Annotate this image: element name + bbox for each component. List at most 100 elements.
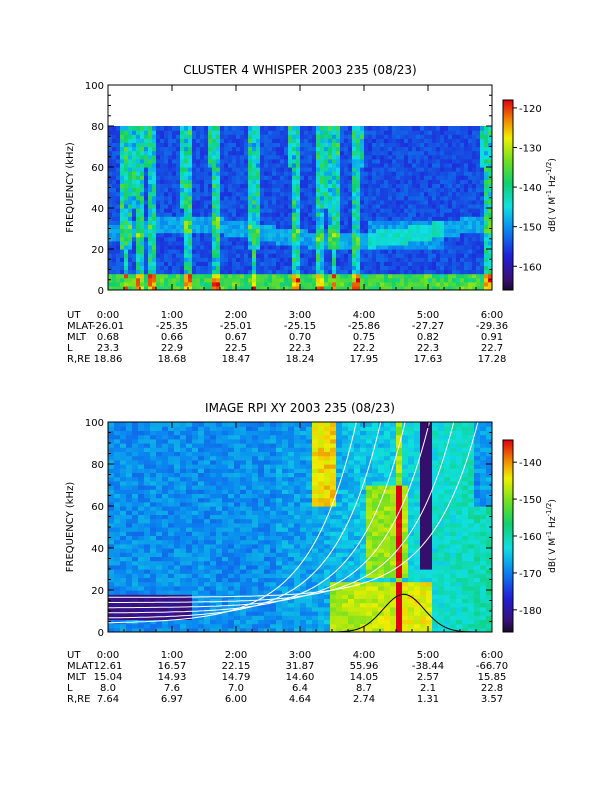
- ephemeris-value: 6.97: [161, 694, 183, 705]
- colorbar-label: dB( V M-1 Hz-1/2): [545, 499, 558, 573]
- ephemeris-value: 18.24: [286, 354, 315, 365]
- ephemeris-value: 22.3: [417, 343, 439, 354]
- y-tick-label: 0: [98, 286, 104, 297]
- chart-title: IMAGE RPI XY 2003 235 (08/23): [205, 401, 395, 415]
- colorbar-tick-label: -150: [519, 495, 542, 506]
- y-tick-label: 60: [91, 502, 104, 513]
- y-axis-label: FREQUENCY (kHz): [65, 482, 76, 573]
- colorbar-tick-label: -130: [519, 144, 542, 155]
- ephemeris-value: 14.05: [350, 672, 379, 683]
- y-tick-label: 40: [91, 544, 104, 555]
- ephemeris-value: 6:00: [481, 650, 503, 661]
- ephemeris-value: 14.93: [158, 672, 187, 683]
- ephemeris-value: 7.64: [97, 694, 119, 705]
- ephemeris-value: -38.44: [412, 661, 444, 672]
- colorbar-tick-label: -140: [519, 183, 542, 194]
- ephemeris-value: 4:00: [353, 310, 375, 321]
- ephemeris-value: 1.31: [417, 694, 439, 705]
- y-tick-label: 80: [91, 460, 104, 471]
- model-curve: [108, 422, 382, 619]
- y-tick-label: 60: [91, 163, 104, 174]
- ephemeris-label: L: [67, 683, 73, 694]
- ephemeris-value: 6.4: [292, 683, 308, 694]
- ephemeris-value: 18.68: [158, 354, 187, 365]
- y-tick-label: 20: [91, 245, 104, 256]
- ephemeris-value: 17.28: [478, 354, 507, 365]
- chart-title: CLUSTER 4 WHISPER 2003 235 (08/23): [183, 63, 416, 77]
- model-curve: [108, 422, 479, 598]
- ephemeris-value: -25.86: [348, 321, 380, 332]
- colorbar-tick-label: -180: [519, 606, 542, 617]
- ephemeris-value: 0.67: [225, 332, 247, 343]
- ephemeris-value: 2.74: [353, 694, 375, 705]
- colorbar-tick-label: -160: [519, 532, 542, 543]
- y-tick-label: 40: [91, 204, 104, 215]
- ephemeris-value: 1:00: [161, 310, 183, 321]
- ephemeris-value: 0:00: [97, 650, 119, 661]
- ephemeris-label: UT: [67, 310, 81, 321]
- ephemeris-label: MLAT: [67, 661, 94, 672]
- ephemeris-value: 6:00: [481, 310, 503, 321]
- ephemeris-label: MLT: [67, 672, 87, 683]
- ephemeris-value: 3:00: [289, 310, 311, 321]
- colorbar-tick-label: -170: [519, 569, 542, 580]
- y-tick-label: 100: [85, 418, 104, 429]
- ephemeris-value: -25.01: [220, 321, 252, 332]
- ephemeris-value: -26.01: [92, 321, 124, 332]
- ephemeris-value: 22.9: [161, 343, 183, 354]
- ephemeris-value: 2:00: [225, 650, 247, 661]
- ephemeris-value: 8.0: [100, 683, 116, 694]
- y-tick-label: 20: [91, 586, 104, 597]
- ephemeris-value: 0.91: [481, 332, 503, 343]
- ephemeris-value: 55.96: [350, 661, 379, 672]
- ephemeris-value: 23.3: [97, 343, 119, 354]
- y-tick-label: 0: [98, 628, 104, 639]
- ephemeris-value: 14.60: [286, 672, 315, 683]
- ephemeris-value: 22.15: [222, 661, 251, 672]
- ephemeris-value: -25.15: [284, 321, 316, 332]
- ephemeris-value: 0:00: [97, 310, 119, 321]
- ephemeris-value: 4.64: [289, 694, 311, 705]
- ephemeris-value: -66.70: [476, 661, 508, 672]
- ephemeris-value: 22.5: [225, 343, 247, 354]
- ephemeris-value: 14.79: [222, 672, 251, 683]
- ephemeris-value: 0.68: [97, 332, 119, 343]
- y-axis-label: FREQUENCY (kHz): [65, 142, 76, 233]
- ephemeris-value: 5:00: [417, 650, 439, 661]
- ephemeris-value: 2:00: [225, 310, 247, 321]
- ephemeris-value: 16.57: [158, 661, 187, 672]
- ephemeris-value: -25.35: [156, 321, 188, 332]
- model-curve: [108, 422, 455, 603]
- spectrogram: [108, 422, 492, 632]
- panel-rpi: IMAGE RPI XY 2003 235 (08/23) 0 20 40 60 80 10…: [65, 401, 558, 705]
- ephemeris-value: 4:00: [353, 650, 375, 661]
- ephemeris-value: 12.61: [94, 661, 123, 672]
- ephemeris-label: MLT: [67, 332, 87, 343]
- ephemeris-value: 7.6: [164, 683, 180, 694]
- spectrogram: [108, 126, 492, 290]
- model-curve: [108, 422, 357, 624]
- ephemeris-value: 18.86: [94, 354, 123, 365]
- ephemeris-value: 3.57: [481, 694, 503, 705]
- colorbar: [502, 439, 514, 633]
- ephemeris-value: 22.2: [353, 343, 375, 354]
- ephemeris-value: 0.66: [161, 332, 183, 343]
- colorbar-tick-label: -160: [519, 262, 542, 273]
- ephemeris-value: 31.87: [286, 661, 315, 672]
- colorbar-label: dB( V M-1 Hz-1/2): [545, 158, 558, 232]
- ephemeris-value: 8.7: [356, 683, 372, 694]
- ephemeris-value: 15.04: [94, 672, 123, 683]
- ephemeris-value: 0.82: [417, 332, 439, 343]
- cyclotron-curve: [108, 593, 492, 632]
- ephemeris-value: 7.0: [228, 683, 244, 694]
- ephemeris-value: -27.27: [412, 321, 444, 332]
- ephemeris-value: 2.57: [417, 672, 439, 683]
- ephemeris-value: 22.3: [289, 343, 311, 354]
- ephemeris-value: 2.1: [420, 683, 436, 694]
- ephemeris-value: 22.7: [481, 343, 503, 354]
- ephemeris-label: UT: [67, 650, 81, 661]
- y-tick-label: 100: [85, 81, 104, 92]
- ephemeris-value: 15.85: [478, 672, 507, 683]
- ephemeris-value: 1:00: [161, 650, 183, 661]
